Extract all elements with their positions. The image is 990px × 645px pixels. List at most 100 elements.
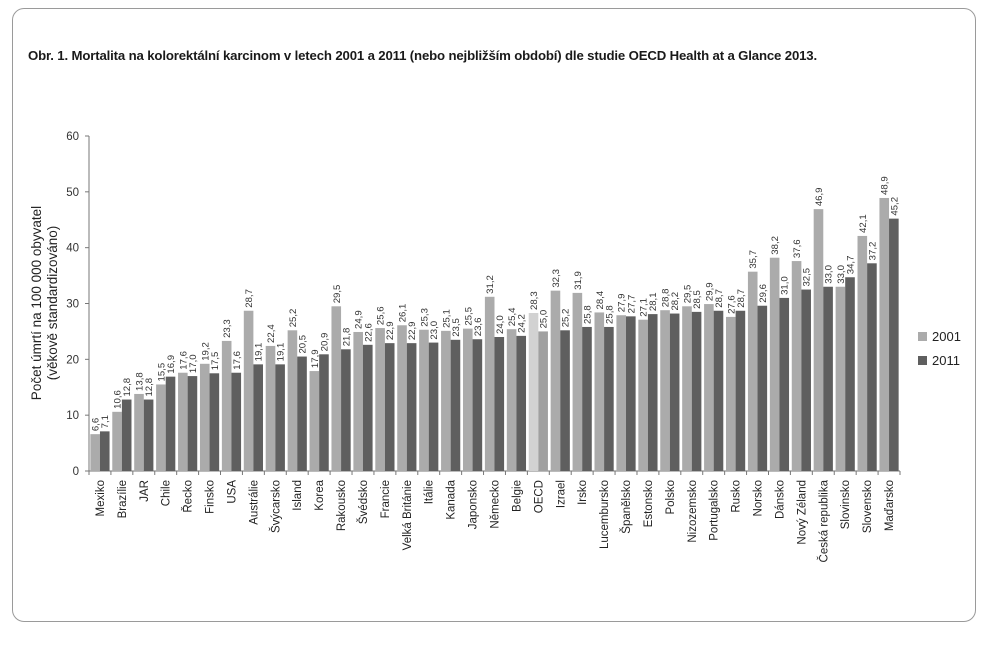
data-label-2001: 22,4 <box>266 324 277 343</box>
data-label-2011: 28,2 <box>670 292 681 311</box>
bar-2001 <box>506 329 517 471</box>
category-label: Rusko <box>731 480 743 513</box>
bar-2001 <box>199 363 210 471</box>
data-label-2001: 25,6 <box>376 306 387 325</box>
bar-2011 <box>582 326 592 471</box>
category-label: Velká Británie <box>402 480 414 550</box>
bars <box>90 197 899 471</box>
bar-2011 <box>669 313 680 471</box>
legend-swatch-2001 <box>918 332 927 341</box>
category-label: Francie <box>380 480 392 518</box>
data-label-2001: 28,7 <box>244 289 255 308</box>
bar-2001 <box>660 310 670 471</box>
data-label-2011: 16,9 <box>166 355 177 374</box>
bar-2011 <box>604 326 614 471</box>
data-label-2011: 27,7 <box>626 295 637 314</box>
bar-2001 <box>309 371 320 471</box>
data-label-2001: 46,9 <box>814 187 825 206</box>
bar-2001 <box>550 290 561 471</box>
bar-2001 <box>484 296 495 471</box>
bar-2011 <box>691 311 702 471</box>
data-label-2011: 25,2 <box>561 309 572 328</box>
category-label: Island <box>292 480 304 511</box>
bar-2011 <box>384 343 395 471</box>
bar-2011 <box>801 289 811 471</box>
legend-label-2001: 2001 <box>932 329 961 344</box>
data-label-2001: 17,9 <box>310 349 321 368</box>
category-label: Norsko <box>753 480 765 516</box>
data-label-2001: 28,8 <box>661 289 672 308</box>
bar-2001 <box>134 393 144 471</box>
data-label-2011: 23,5 <box>451 318 462 337</box>
data-label-2001: 32,3 <box>551 269 562 288</box>
category-labels: Mexiko Brazílie JAR Chile Řecko Finsko USA Aust… <box>95 479 896 562</box>
data-label-2001: 6,6 <box>91 418 102 431</box>
data-label-2001: 27,6 <box>726 295 737 314</box>
bar-2011 <box>713 310 724 471</box>
data-label-2011: 24,2 <box>517 314 528 333</box>
bar-2001 <box>704 304 714 471</box>
data-label-2011: 34,7 <box>846 256 857 275</box>
bar-2011 <box>121 399 132 471</box>
category-label: Švýcarsko <box>269 480 282 533</box>
data-label-2001: 25,5 <box>463 307 474 326</box>
data-label-2011: 25,0 <box>539 310 550 329</box>
data-label-2001: 13,8 <box>134 372 145 391</box>
category-label: Česká republika <box>817 479 830 562</box>
data-label-2011: 23,0 <box>429 321 440 340</box>
y-tick-label: 50 <box>66 187 79 199</box>
y-tick-label: 10 <box>66 410 79 422</box>
chart-title: Obr. 1. Mortalita na kolorektální karcin… <box>28 48 818 63</box>
data-label-2011: 7,1 <box>100 415 111 428</box>
data-label-2011: 31,0 <box>780 276 791 295</box>
data-label-2011: 45,2 <box>889 197 900 216</box>
bar-2001 <box>243 310 254 471</box>
bar-2011 <box>187 376 198 471</box>
data-label-2001: 24,9 <box>354 310 365 329</box>
bar-2001 <box>726 316 736 471</box>
data-label-2001: 19,2 <box>200 342 211 361</box>
bar-2011 <box>560 330 570 471</box>
data-label-2011: 17,0 <box>188 354 199 373</box>
data-label-2011: 28,7 <box>736 289 747 308</box>
data-label-2001: 28,3 <box>529 291 540 310</box>
bar-2011 <box>494 337 505 471</box>
data-label-2001: 10,6 <box>113 390 124 409</box>
bar-2001 <box>835 286 846 471</box>
data-label-2001: 15,5 <box>156 363 167 382</box>
bar-2001 <box>769 257 780 471</box>
bar-2001 <box>419 329 429 471</box>
bar-2001 <box>112 411 122 471</box>
data-label-2001: 25,2 <box>288 309 299 328</box>
data-label-2001: 27,9 <box>617 294 628 313</box>
category-label: OECD <box>533 480 545 513</box>
bar-2001 <box>221 340 232 471</box>
data-label-2001: 38,2 <box>770 236 781 255</box>
data-label-2011: 12,8 <box>144 378 155 397</box>
bar-2011 <box>845 277 855 471</box>
data-label-2001: 25,3 <box>419 308 430 327</box>
bar-2011 <box>626 316 636 471</box>
category-label: Švédsko <box>357 480 370 524</box>
bar-2001 <box>441 330 451 471</box>
bar-2001 <box>747 271 758 471</box>
category-label: Slovinsko <box>840 480 852 529</box>
bar-2001 <box>462 328 473 471</box>
data-label-2001: 27,1 <box>639 298 650 317</box>
bar-2011 <box>297 356 307 471</box>
category-label: Japonsko <box>468 480 480 529</box>
data-label-2001: 26,1 <box>398 304 409 323</box>
data-label-2001: 17,6 <box>178 351 189 370</box>
data-label-2001: 31,2 <box>485 275 496 294</box>
category-label: JAR <box>139 480 151 502</box>
bar-2011 <box>209 373 220 471</box>
bar-2011 <box>647 314 658 471</box>
bar-2011 <box>341 349 351 471</box>
data-label-2011: 12,8 <box>122 378 133 397</box>
category-label: Nový Zéland <box>796 480 808 545</box>
category-label: Izrael <box>555 480 567 508</box>
data-label-2001: 29,9 <box>704 282 715 301</box>
bar-2011 <box>516 335 527 471</box>
bar-2011 <box>165 376 176 471</box>
